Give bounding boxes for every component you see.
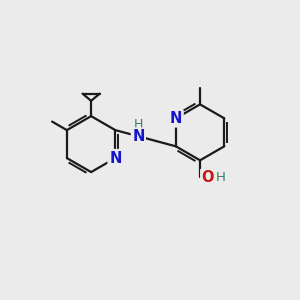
Text: H: H bbox=[215, 171, 225, 184]
Text: O: O bbox=[201, 170, 214, 185]
Text: N: N bbox=[109, 151, 122, 166]
Text: N: N bbox=[169, 111, 182, 126]
Text: H: H bbox=[134, 118, 143, 131]
Text: N: N bbox=[132, 129, 145, 144]
